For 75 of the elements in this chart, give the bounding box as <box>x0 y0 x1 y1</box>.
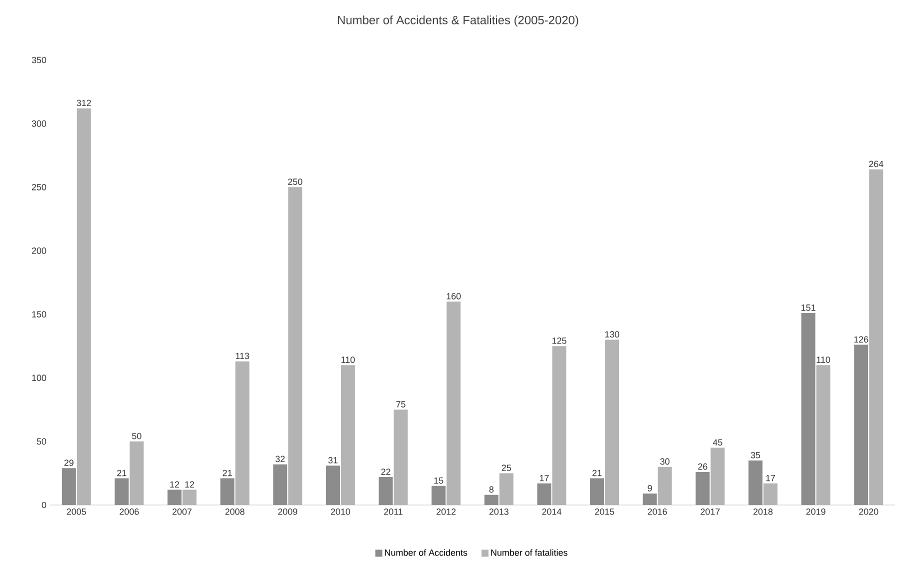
x-tick-label: 2017 <box>700 508 720 515</box>
legend-label: Number of Accidents <box>385 549 468 556</box>
bar <box>642 494 657 505</box>
bar <box>273 464 288 505</box>
bar <box>432 486 446 505</box>
chart-title: Number of Accidents & Fatalities (2005-2020) <box>338 16 578 27</box>
data-label: 160 <box>446 293 461 300</box>
data-label: 15 <box>434 477 444 484</box>
x-tick-label: 2014 <box>542 508 562 515</box>
bar <box>326 466 340 505</box>
x-tick-label: 2009 <box>278 508 298 515</box>
x-tick-label: 2010 <box>330 508 350 515</box>
data-label: 9 <box>648 485 652 492</box>
x-tick-label: 2016 <box>648 508 667 515</box>
x-tick-label: 2008 <box>225 508 244 515</box>
data-label: 110 <box>342 356 355 363</box>
y-tick-label: 200 <box>32 248 46 254</box>
data-label: 31 <box>328 457 338 464</box>
x-tick-label: 2015 <box>595 508 614 515</box>
data-label: 126 <box>854 336 868 343</box>
y-tick-label: 50 <box>36 438 46 445</box>
data-label: 21 <box>117 470 126 476</box>
x-tick-label: 2007 <box>172 508 192 515</box>
data-label: 32 <box>276 456 285 462</box>
x-tick-label: 2012 <box>436 508 456 515</box>
data-label: 17 <box>766 475 776 482</box>
x-tick-label: 2013 <box>489 508 508 515</box>
data-label: 312 <box>76 100 91 106</box>
data-label: 17 <box>540 475 549 482</box>
data-label: 30 <box>660 458 670 465</box>
y-tick-label: 350 <box>32 56 46 64</box>
data-label: 12 <box>170 481 180 488</box>
y-tick-label: 100 <box>32 374 46 382</box>
data-label: 21 <box>222 470 232 476</box>
data-label: 21 <box>592 470 602 476</box>
data-label: 25 <box>502 464 512 472</box>
x-tick-label: 2019 <box>806 508 826 515</box>
data-label: 29 <box>64 460 74 466</box>
data-label: 26 <box>698 463 708 470</box>
bar <box>62 468 76 505</box>
data-label: 250 <box>288 178 302 185</box>
data-label: 12 <box>185 481 194 488</box>
bar <box>590 478 604 505</box>
bar <box>537 483 552 505</box>
bar <box>378 477 393 505</box>
x-tick-label: 2005 <box>66 508 86 515</box>
bar <box>220 478 234 505</box>
legend-label: Number of fatalities <box>491 549 568 556</box>
data-label: 151 <box>801 304 816 311</box>
x-tick-label: 2018 <box>753 508 773 515</box>
x-tick-label: 2011 <box>384 508 402 515</box>
y-tick-label: 150 <box>32 311 46 318</box>
y-tick-label: 300 <box>32 120 46 127</box>
y-tick-label: 250 <box>32 184 46 190</box>
bar <box>748 460 762 505</box>
data-label: 45 <box>712 439 722 446</box>
bar <box>114 478 129 505</box>
bar <box>168 490 182 505</box>
y-tick-label: 0 <box>42 502 46 508</box>
data-label: 22 <box>381 468 390 475</box>
data-label: 75 <box>396 401 406 408</box>
data-label: 130 <box>605 331 620 338</box>
data-label: 50 <box>132 432 142 440</box>
bar <box>801 313 816 505</box>
bar <box>484 494 498 505</box>
data-label: 8 <box>489 486 494 493</box>
data-label: 125 <box>552 338 566 344</box>
data-label: 264 <box>869 160 884 168</box>
x-tick-label: 2006 <box>120 508 139 515</box>
x-tick-label: 2020 <box>859 508 878 515</box>
data-label: 35 <box>750 452 760 458</box>
data-label: 113 <box>236 352 250 360</box>
bar <box>696 472 710 505</box>
bar <box>854 344 868 505</box>
data-label: 110 <box>816 356 830 363</box>
